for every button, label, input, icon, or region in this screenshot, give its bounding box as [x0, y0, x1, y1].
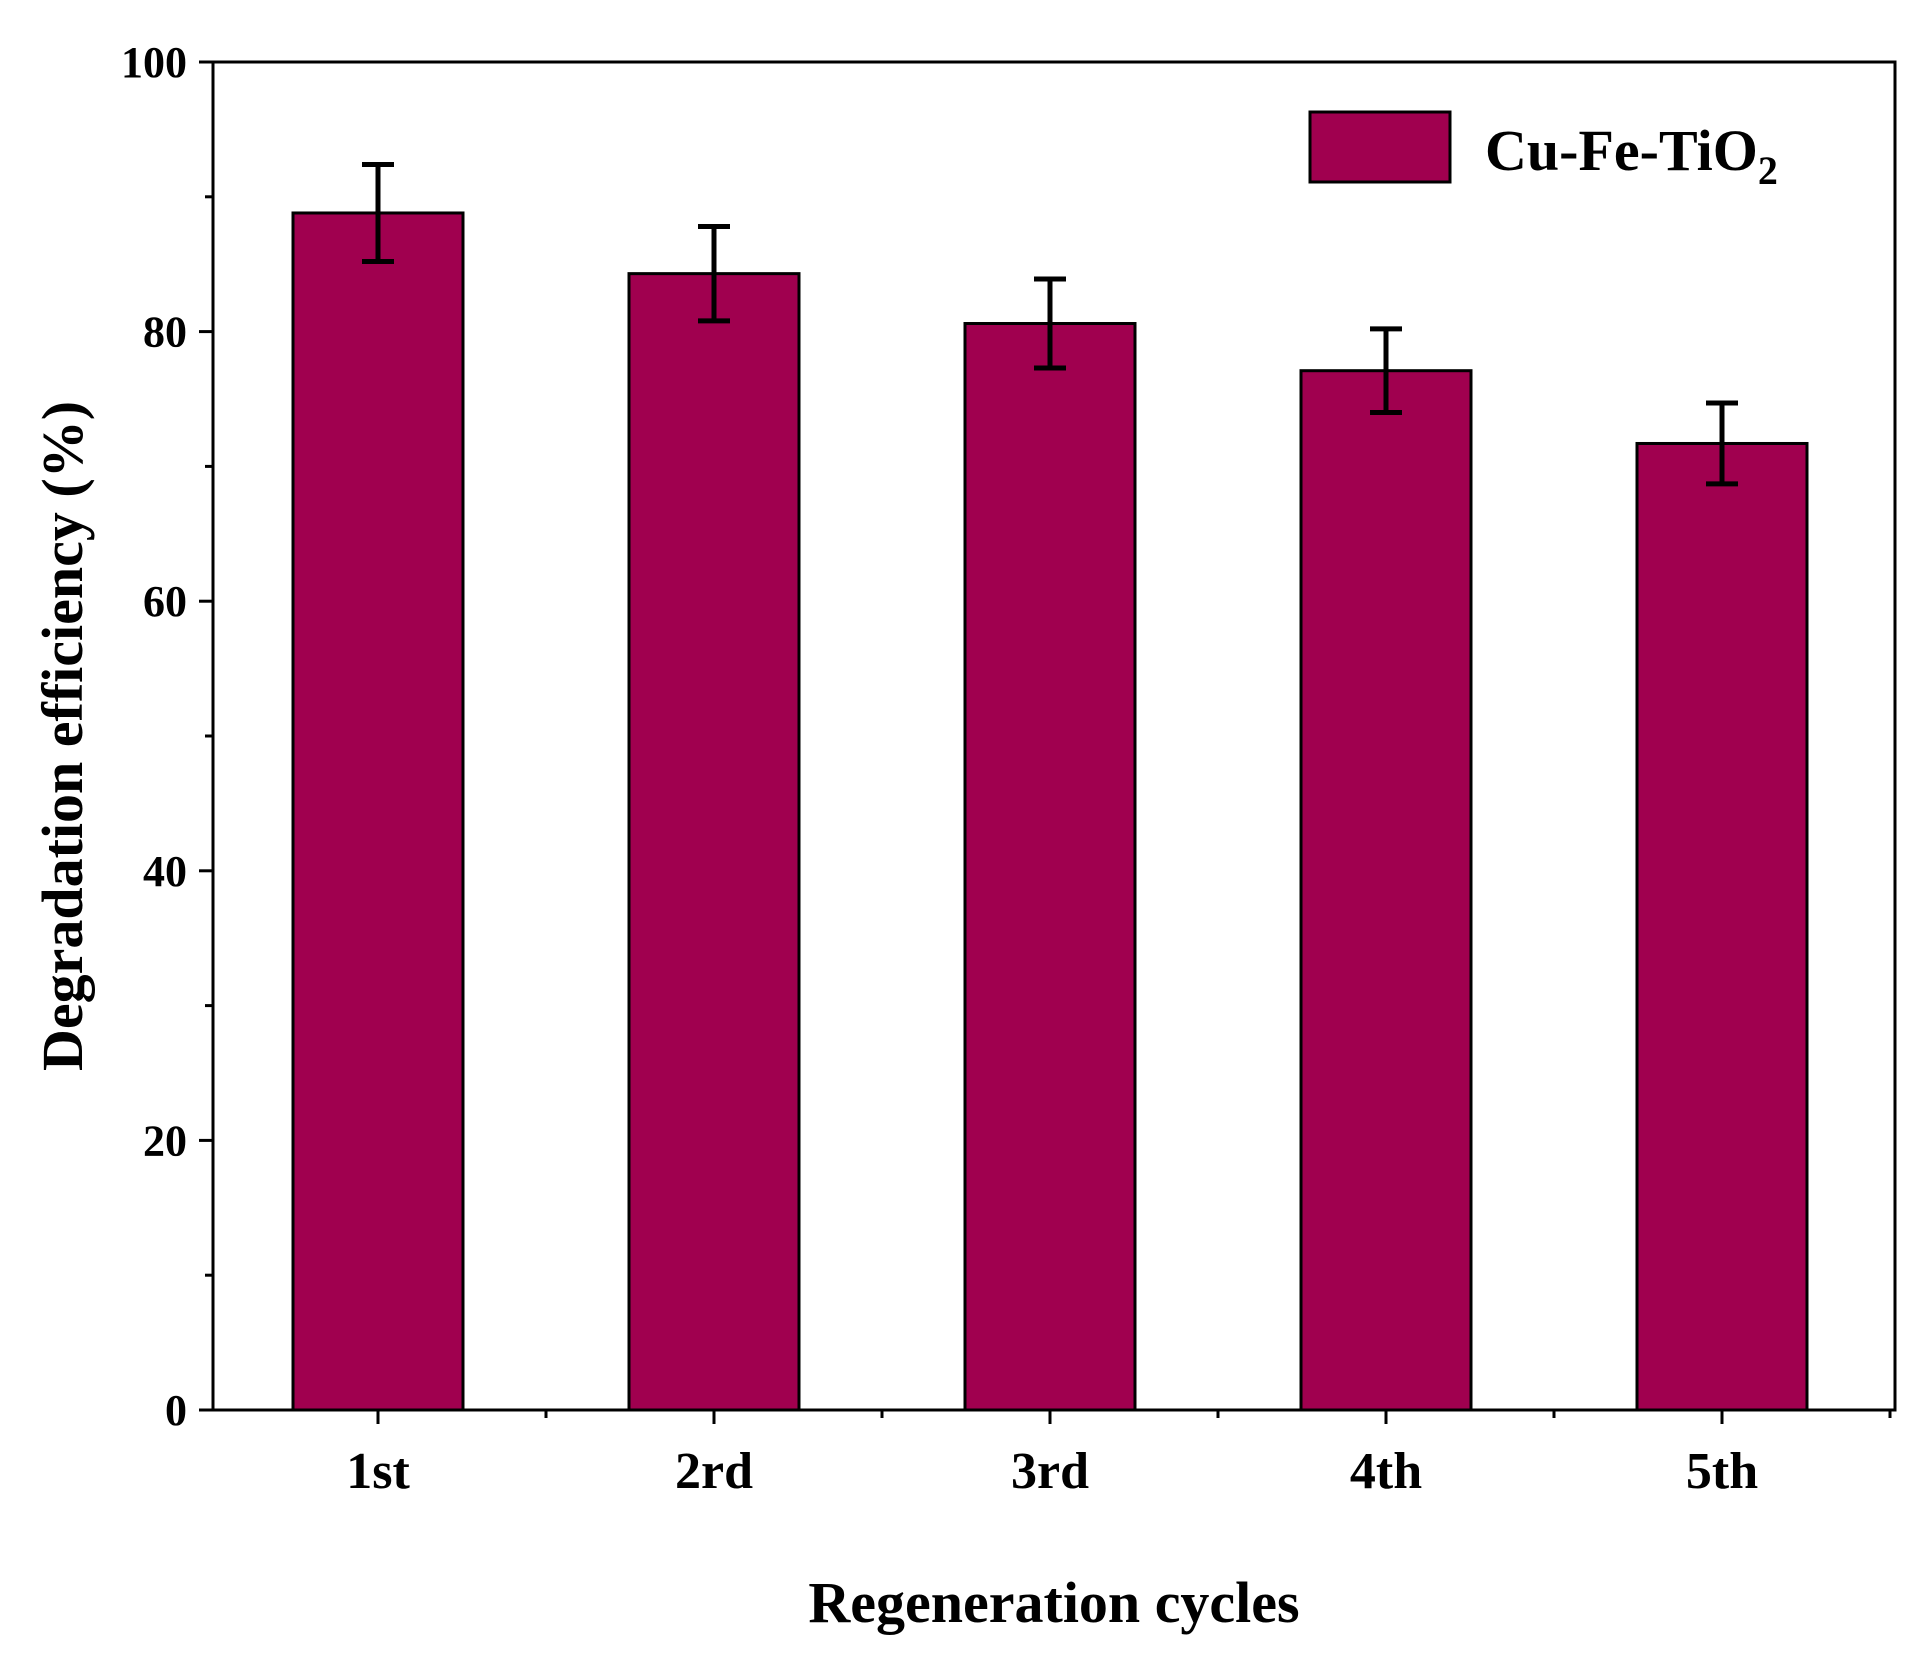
x-tick-label: 3rd [1011, 1443, 1089, 1500]
y-tick-label: 60 [143, 577, 187, 626]
x-axis-ticks: 1st 2rd 3rd 4th 5th [346, 1410, 1892, 1500]
bar-1st [291, 211, 465, 1412]
x-axis-title: Regeneration cycles [808, 1570, 1299, 1635]
x-tick-label: 5th [1686, 1443, 1758, 1500]
bar-series [291, 211, 1809, 1412]
bar-5th [1635, 441, 1809, 1412]
y-tick-label: 40 [143, 847, 187, 896]
y-tick-label: 20 [143, 1116, 187, 1165]
legend-label: Cu-Fe-TiO2 [1485, 118, 1778, 193]
x-tick-label: 1st [346, 1443, 410, 1500]
legend: Cu-Fe-TiO2 [1308, 110, 1778, 193]
y-tick-label: 0 [165, 1386, 187, 1435]
error-bars [362, 161, 1738, 487]
legend-label-subscript: 2 [1758, 148, 1778, 193]
bar-3rd [963, 322, 1137, 1412]
bar-2rd [627, 272, 801, 1412]
y-tick-label: 100 [121, 38, 187, 87]
x-tick-label: 4th [1350, 1443, 1422, 1500]
legend-label-main: Cu-Fe-TiO [1485, 118, 1758, 183]
y-axis-title: Degradation efficiency (%) [30, 401, 95, 1071]
y-minor-ticks [205, 195, 213, 1277]
y-tick-label: 80 [143, 308, 187, 357]
legend-swatch [1308, 110, 1452, 184]
x-tick-label: 2rd [675, 1443, 753, 1500]
bar-4th [1299, 369, 1473, 1412]
y-axis-ticks: 0 20 40 60 80 100 [121, 38, 213, 1435]
